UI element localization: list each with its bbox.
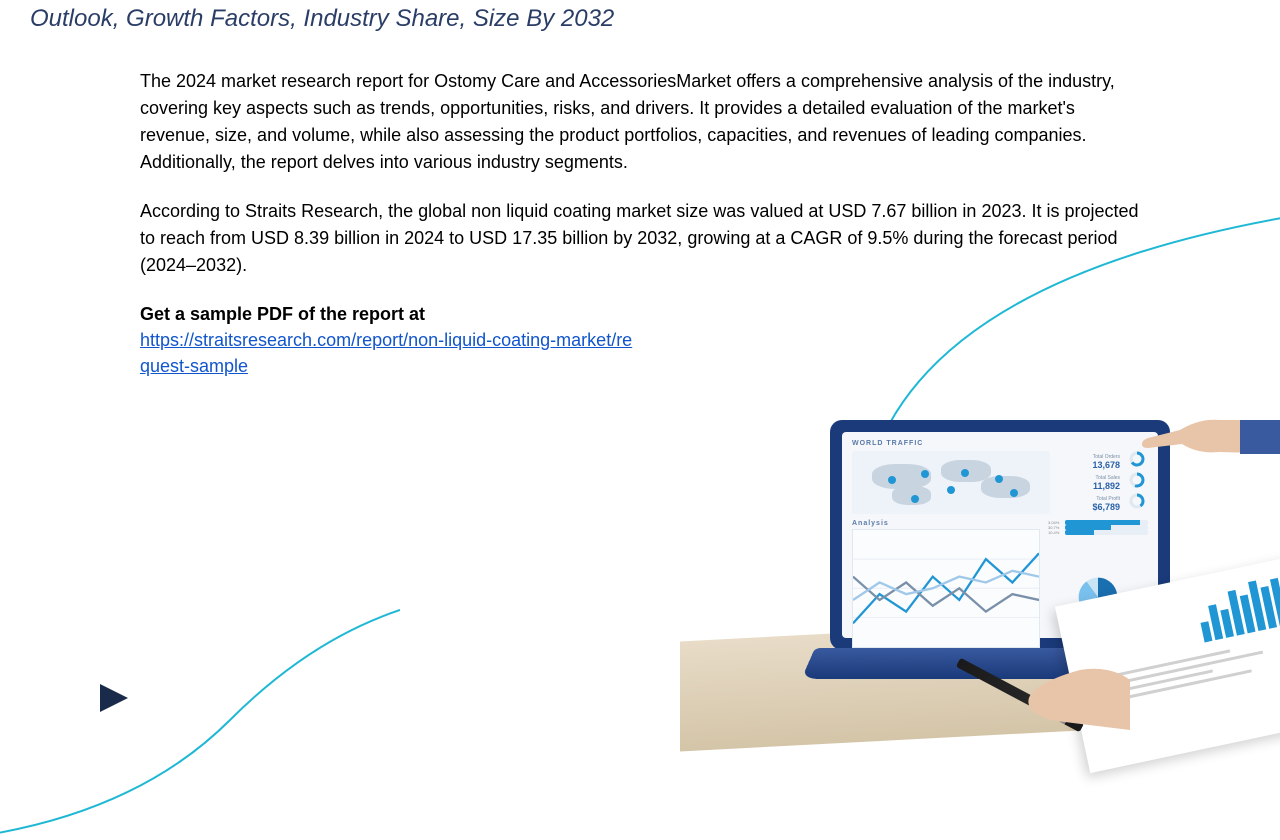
intro-paragraph-2: According to Straits Research, the globa… <box>140 198 1140 279</box>
analysis-title: Analysis <box>852 520 1040 527</box>
stat-label: Total Sales <box>1093 475 1120 481</box>
stats-column: Total Orders13,678Total Sales11,892Total… <box>1056 451 1120 514</box>
page-title: Outlook, Growth Factors, Industry Share,… <box>0 0 1280 48</box>
writing-hand-icon <box>1010 650 1130 730</box>
map-dot <box>995 475 1003 483</box>
dashboard-header: WORLD TRAFFIC <box>852 440 1148 447</box>
map-dot <box>947 486 955 494</box>
cta-label: Get a sample PDF of the report at <box>140 304 425 324</box>
map-dot <box>961 469 969 477</box>
mini-donut <box>1129 493 1145 514</box>
map-dot <box>888 476 896 484</box>
cta-section: Get a sample PDF of the report at https:… <box>140 301 640 379</box>
stat-block: Total Orders13,678 <box>1092 454 1120 470</box>
intro-paragraph-1: The 2024 market research report for Osto… <box>140 68 1140 176</box>
stat-value: 13,678 <box>1092 460 1120 470</box>
paper-bar-chart <box>1194 576 1280 643</box>
mini-donut <box>1129 472 1145 493</box>
bar-row: 10.4% <box>1048 530 1148 535</box>
pointing-hand-icon <box>1140 400 1280 470</box>
stat-label: Total Profit <box>1092 496 1120 502</box>
stat-block: Total Sales11,892 <box>1093 475 1120 491</box>
stat-value: $6,789 <box>1092 502 1120 512</box>
horizontal-bars: 3.04%30.7%10.4% <box>1048 520 1148 535</box>
laptop-illustration: WORLD TRAFFIC Total Orders13,678 Total Sa… <box>680 290 1280 720</box>
dashboard-top-row: Total Orders13,678Total Sales11,892Total… <box>852 451 1148 514</box>
logo-fragment <box>100 684 160 714</box>
line-chart <box>852 529 1040 648</box>
world-map <box>852 451 1050 514</box>
stat-label: Total Orders <box>1092 454 1120 460</box>
sample-pdf-link[interactable]: https://straitsresearch.com/report/non-l… <box>140 330 632 376</box>
analysis-panel: Analysis ANALYSIS 1ANALYSIS 2ANALYSIS 3 <box>852 520 1040 655</box>
stat-value: 11,892 <box>1093 481 1120 491</box>
paper-bar <box>1200 621 1212 642</box>
stat-block: Total Profit$6,789 <box>1092 496 1120 512</box>
decorative-curve-left <box>0 560 400 840</box>
